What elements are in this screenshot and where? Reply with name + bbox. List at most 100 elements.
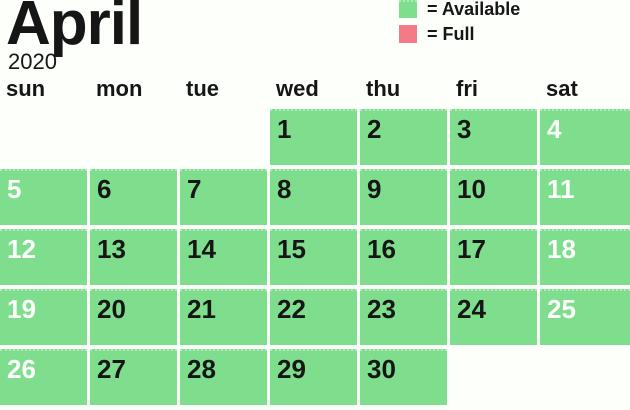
- calendar-day-6[interactable]: 6: [90, 169, 177, 225]
- date-number: 13: [97, 234, 126, 264]
- calendar-day-16[interactable]: 16: [360, 229, 447, 285]
- calendar-day-25[interactable]: 25: [540, 289, 630, 345]
- weekday-header-wed: wed: [276, 76, 319, 101]
- weekday-header-row: sun mon tue wed thu fri sat: [0, 76, 630, 102]
- calendar-empty-cell: [450, 349, 537, 405]
- date-number: 7: [187, 174, 202, 204]
- legend-label-available: = Available: [427, 0, 521, 19]
- calendar-cell: 25: [540, 289, 630, 349]
- date-number: 1: [277, 114, 292, 144]
- calendar-cell: 29: [270, 349, 360, 409]
- calendar-cell: 17: [450, 229, 540, 289]
- calendar-day-3[interactable]: 3: [450, 109, 537, 165]
- date-number: 14: [187, 234, 216, 264]
- calendar-day-17[interactable]: 17: [450, 229, 537, 285]
- calendar-day-1[interactable]: 1: [270, 109, 357, 165]
- calendar-day-19[interactable]: 19: [0, 289, 87, 345]
- calendar-day-10[interactable]: 10: [450, 169, 537, 225]
- calendar-day-14[interactable]: 14: [180, 229, 267, 285]
- calendar-empty-cell: [0, 109, 87, 165]
- calendar-day-8[interactable]: 8: [270, 169, 357, 225]
- date-number: 27: [97, 354, 126, 384]
- calendar-cell: 15: [270, 229, 360, 289]
- date-number: 15: [277, 234, 306, 264]
- calendar-cell: 13: [90, 229, 180, 289]
- date-number: 23: [367, 294, 396, 324]
- weekday-header-mon: mon: [96, 76, 143, 101]
- weekday-header-thu: thu: [366, 76, 401, 101]
- calendar-cell: 5: [0, 169, 90, 229]
- calendar-grid: 1 2 3 4 5 6 7 8 9 10 11 12 13 14 15 16 17 18 19 20 21 22 23 24 2…: [0, 109, 630, 409]
- legend-item-available: = Available: [399, 0, 520, 18]
- calendar-day-13[interactable]: 13: [90, 229, 177, 285]
- calendar-cell: 20: [90, 289, 180, 349]
- calendar-day-28[interactable]: 28: [180, 349, 267, 405]
- date-number: 21: [187, 294, 216, 324]
- calendar-cell: 14: [180, 229, 270, 289]
- calendar-cell: 28: [180, 349, 270, 409]
- date-number: 17: [457, 234, 486, 264]
- calendar-day-7[interactable]: 7: [180, 169, 267, 225]
- legend: = Available = Full: [399, 0, 520, 43]
- calendar-cell: 11: [540, 169, 630, 229]
- calendar-cell: 2: [360, 109, 450, 169]
- calendar-day-21[interactable]: 21: [180, 289, 267, 345]
- calendar-cell: [180, 109, 270, 169]
- calendar-cell: 8: [270, 169, 360, 229]
- weekday-header-fri: fri: [456, 76, 478, 101]
- calendar-cell: 23: [360, 289, 450, 349]
- calendar-day-4[interactable]: 4: [540, 109, 630, 165]
- calendar-cell: 7: [180, 169, 270, 229]
- date-number: 16: [367, 234, 396, 264]
- calendar-day-29[interactable]: 29: [270, 349, 357, 405]
- calendar-cell: 9: [360, 169, 450, 229]
- weekday-header-sat: sat: [546, 76, 578, 101]
- date-number: 20: [97, 294, 126, 324]
- calendar-cell: 3: [450, 109, 540, 169]
- calendar-cell: [90, 109, 180, 169]
- calendar-cell: 4: [540, 109, 630, 169]
- calendar-day-5[interactable]: 5: [0, 169, 87, 225]
- calendar-day-26[interactable]: 26: [0, 349, 87, 405]
- calendar-day-18[interactable]: 18: [540, 229, 630, 285]
- calendar-cell: 22: [270, 289, 360, 349]
- calendar-day-30[interactable]: 30: [360, 349, 447, 405]
- legend-label-full: = Full: [427, 24, 475, 44]
- calendar-day-20[interactable]: 20: [90, 289, 177, 345]
- calendar-cell: 19: [0, 289, 90, 349]
- date-number: 8: [277, 174, 292, 204]
- calendar-day-12[interactable]: 12: [0, 229, 87, 285]
- calendar-day-22[interactable]: 22: [270, 289, 357, 345]
- date-number: 22: [277, 294, 306, 324]
- date-number: 18: [547, 234, 576, 264]
- calendar-cell: 12: [0, 229, 90, 289]
- calendar-cell: [0, 109, 90, 169]
- calendar-day-23[interactable]: 23: [360, 289, 447, 345]
- calendar-day-11[interactable]: 11: [540, 169, 630, 225]
- calendar-cell: 21: [180, 289, 270, 349]
- date-number: 25: [547, 294, 576, 324]
- calendar-empty-cell: [180, 109, 267, 165]
- calendar-cell: 18: [540, 229, 630, 289]
- calendar-day-9[interactable]: 9: [360, 169, 447, 225]
- calendar-day-2[interactable]: 2: [360, 109, 447, 165]
- calendar-cell: 27: [90, 349, 180, 409]
- date-number: 4: [547, 114, 562, 144]
- page-title-month: April: [6, 0, 143, 58]
- date-number: 24: [457, 294, 486, 324]
- date-number: 26: [7, 354, 36, 384]
- weekday-header-sun: sun: [6, 76, 46, 101]
- date-number: 28: [187, 354, 216, 384]
- date-number: 6: [97, 174, 112, 204]
- calendar-cell: 26: [0, 349, 90, 409]
- page-title-year: 2020: [8, 49, 57, 74]
- calendar-empty-cell: [90, 109, 177, 165]
- calendar-day-24[interactable]: 24: [450, 289, 537, 345]
- calendar-cell: 1: [270, 109, 360, 169]
- calendar-cell: [540, 349, 630, 409]
- calendar-day-27[interactable]: 27: [90, 349, 177, 405]
- date-number: 2: [367, 114, 382, 144]
- legend-item-full: = Full: [399, 25, 520, 43]
- calendar-day-15[interactable]: 15: [270, 229, 357, 285]
- date-number: 3: [457, 114, 472, 144]
